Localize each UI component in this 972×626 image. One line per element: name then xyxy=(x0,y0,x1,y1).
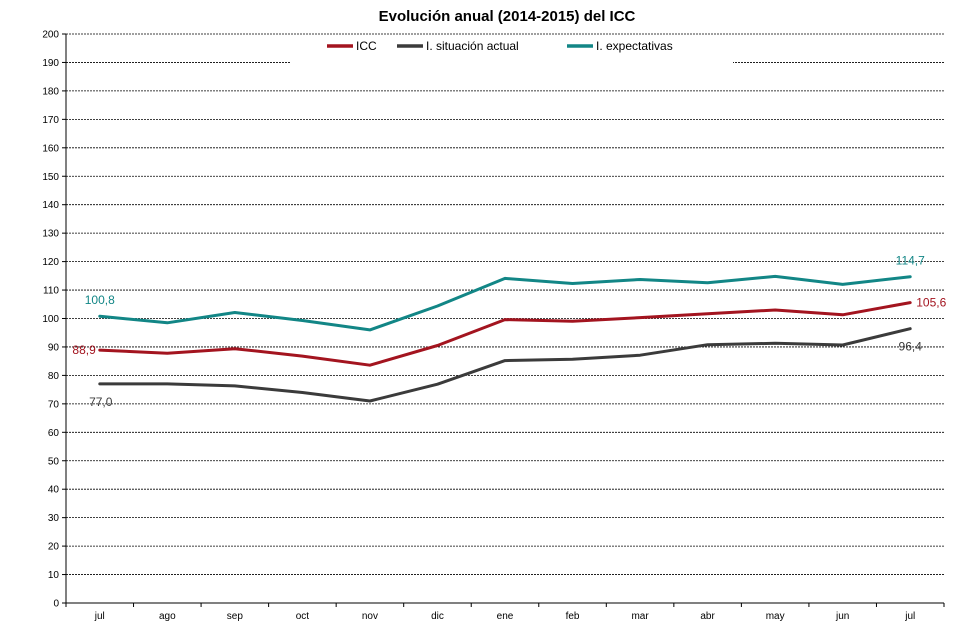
legend-label: I. situación actual xyxy=(426,39,519,53)
legend-label: ICC xyxy=(356,39,377,53)
y-tick-label: 190 xyxy=(42,58,59,69)
y-tick-label: 100 xyxy=(42,314,59,325)
data-label: 114,7 xyxy=(896,254,925,268)
y-tick-label: 40 xyxy=(48,485,60,496)
y-tick-label: 110 xyxy=(43,286,59,297)
data-label: 105,6 xyxy=(916,296,946,310)
y-tick-label: 50 xyxy=(48,456,60,467)
y-tick-label: 180 xyxy=(42,86,59,97)
y-tick-label: 160 xyxy=(42,143,59,154)
y-tick-label: 170 xyxy=(42,115,59,126)
y-tick-label: 10 xyxy=(48,570,60,581)
x-tick-label: mar xyxy=(631,611,649,622)
y-tick-label: 140 xyxy=(42,200,59,211)
x-tick-label: sep xyxy=(227,611,244,622)
data-labels: 88,9 105,6 77,0 96,4 100,8 114,7 xyxy=(72,254,946,409)
y-axis-tick-labels: 0 10 20 30 40 50 60 70 80 90 100 110 120 130 140 150 160… xyxy=(42,30,59,610)
x-tick-label: feb xyxy=(566,611,580,622)
gridlines xyxy=(66,33,944,575)
axes xyxy=(62,33,945,607)
x-tick-label: ene xyxy=(497,611,514,622)
x-tick-label: oct xyxy=(296,611,310,622)
data-label: 88,9 xyxy=(72,343,96,357)
x-tick-label: jul xyxy=(904,611,915,622)
series-line-1 xyxy=(98,327,912,403)
x-tick-label: abr xyxy=(700,611,715,622)
y-tick-label: 60 xyxy=(48,428,60,439)
y-tick-label: 20 xyxy=(48,542,60,553)
legend-label: I. expectativas xyxy=(596,39,673,53)
x-tick-label: may xyxy=(766,611,785,622)
x-axis-tick-labels: jul ago sep oct nov dic ene feb mar abr may jun jul xyxy=(94,611,915,622)
series-lines xyxy=(98,274,912,403)
y-tick-label: 0 xyxy=(53,599,59,610)
data-label: 100,8 xyxy=(85,293,115,307)
x-tick-label: nov xyxy=(362,611,378,622)
y-tick-label: 150 xyxy=(42,172,59,183)
y-tick-label: 130 xyxy=(42,229,59,240)
data-label: 77,0 xyxy=(89,395,113,409)
y-tick-label: 120 xyxy=(42,257,59,268)
y-tick-label: 80 xyxy=(48,371,60,382)
series-line-0 xyxy=(98,301,912,367)
chart-title: Evolución anual (2014-2015) del ICC xyxy=(379,8,636,25)
legend-background xyxy=(291,36,733,64)
series-line-2 xyxy=(98,274,912,332)
y-tick-label: 70 xyxy=(48,399,60,410)
x-tick-label: jul xyxy=(94,611,105,622)
x-tick-label: dic xyxy=(431,611,444,622)
x-tick-label: jun xyxy=(835,611,849,622)
y-tick-label: 200 xyxy=(42,30,59,41)
data-label: 96,4 xyxy=(899,340,923,354)
y-tick-label: 30 xyxy=(48,513,60,524)
x-tick-label: ago xyxy=(159,611,176,622)
legend: ICC I. situación actual I. expectativas xyxy=(291,36,733,64)
y-tick-label: 90 xyxy=(48,342,60,353)
